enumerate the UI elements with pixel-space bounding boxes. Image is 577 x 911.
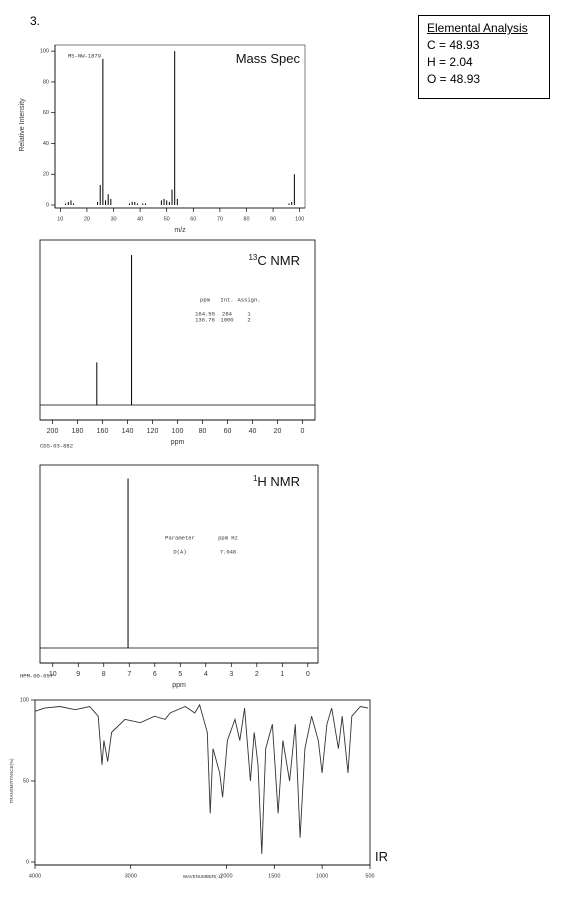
table-cell: 136.76 — [195, 316, 215, 323]
ea-title: Elemental Analysis — [427, 21, 528, 35]
chart-title: 1H NMR — [253, 474, 300, 489]
y-tick-label: 100 — [40, 49, 49, 55]
x-tick-label: 0 — [301, 428, 305, 435]
title-text: IR — [375, 849, 388, 864]
y-tick-label: 20 — [43, 172, 49, 178]
x-tick-label: 4 — [204, 671, 208, 678]
table-cell: 2 — [247, 316, 250, 323]
title-sup: 13 — [248, 253, 257, 262]
y-tick-label: 0 — [26, 859, 29, 865]
table-cell: 284 — [222, 310, 233, 317]
spectrum-code: CDS-03-882 — [40, 442, 73, 449]
x-tick-label: 40 — [137, 216, 143, 222]
x-tick-label: 3000 — [125, 873, 137, 879]
x-tick-label: 80 — [243, 216, 249, 222]
table-cell: 1 — [247, 310, 251, 317]
x-axis-label: WAVENUMBER(-1) — [183, 874, 223, 879]
problem-number: 3. — [30, 14, 41, 28]
x-axis-label: m/z — [174, 227, 186, 234]
x-tick-label: 30 — [110, 216, 116, 222]
x-tick-label: 9 — [76, 671, 80, 678]
table-cell: 1000 — [220, 316, 233, 323]
ea-line: C = 48.93 — [427, 38, 480, 52]
x-tick-label: 90 — [270, 216, 276, 222]
x-axis-label: ppm — [172, 682, 186, 689]
x-tick-label: 140 — [122, 428, 134, 435]
x-tick-label: 100 — [172, 428, 184, 435]
spectrum-code: HPM-00-057 — [20, 672, 53, 679]
x-tick-label: 20 — [274, 428, 282, 435]
title-text: C NMR — [257, 253, 300, 268]
x-tick-label: 5 — [178, 671, 182, 678]
ea-line: H = 2.04 — [427, 55, 473, 69]
x-tick-label: 70 — [217, 216, 223, 222]
y-axis-label: Relative Intensity — [19, 98, 26, 152]
table-header: Parameter — [165, 534, 195, 541]
plot-frame — [39, 464, 319, 664]
x-tick-label: 1000 — [316, 873, 328, 879]
table-cell: D(A) — [173, 548, 186, 555]
x-tick-label: 200 — [47, 428, 59, 435]
y-tick-label: 100 — [20, 697, 29, 703]
x-tick-label: 8 — [102, 671, 106, 678]
title-sup: 1 — [253, 474, 258, 483]
y-tick-label: 50 — [23, 778, 29, 784]
x-tick-label: 0 — [306, 671, 310, 678]
x-tick-label: 80 — [199, 428, 207, 435]
plot-frame — [54, 44, 306, 209]
x-tick-label: 2 — [255, 671, 259, 678]
y-tick-label: 80 — [43, 79, 49, 85]
x-tick-label: 40 — [249, 428, 257, 435]
x-tick-label: 100 — [295, 216, 304, 222]
x-tick-label: 60 — [190, 216, 196, 222]
x-tick-label: 160 — [97, 428, 109, 435]
y-tick-label: 0 — [46, 202, 49, 208]
x-tick-label: 3 — [229, 671, 233, 678]
y-tick-label: 60 — [43, 110, 49, 116]
x-tick-label: 1 — [280, 671, 284, 678]
ea-line: O = 48.93 — [427, 72, 481, 86]
y-tick-label: 40 — [43, 141, 49, 147]
table-header: Assign. — [237, 296, 260, 303]
x-tick-label: 20 — [84, 216, 90, 222]
y-axis-label: TRANSMITTANCE(%) — [9, 758, 14, 803]
x-tick-label: 500 — [365, 873, 374, 879]
table-header: ppm — [200, 296, 211, 303]
x-tick-label: 60 — [224, 428, 232, 435]
x-tick-label: 50 — [164, 216, 170, 222]
x-tick-label: 2000 — [220, 873, 232, 879]
title-text: Mass Spec — [236, 51, 301, 66]
plot-frame — [34, 699, 371, 866]
x-tick-label: 7 — [127, 671, 131, 678]
x-tick-label: 10 — [57, 216, 63, 222]
chart-title: IR — [375, 849, 388, 864]
ir-trace — [34, 703, 369, 854]
chart-title: Mass Spec — [236, 51, 301, 66]
x-tick-label: 180 — [72, 428, 84, 435]
elemental-analysis: Elemental Analysis C = 48.93 H = 2.04 O … — [418, 15, 550, 99]
x-tick-label: 6 — [153, 671, 157, 678]
x-tick-label: 10 — [49, 671, 57, 678]
x-tick-label: 4000 — [29, 873, 41, 879]
table-cell: 164.55 — [195, 310, 215, 317]
table-header: ppm Hz — [218, 534, 238, 541]
chart-title: 13C NMR — [248, 253, 300, 268]
spectrum-code: MS-NW-1879 — [68, 52, 101, 59]
x-tick-label: 120 — [147, 428, 159, 435]
table-header: Int. — [220, 296, 233, 303]
title-text: H NMR — [257, 474, 300, 489]
x-tick-label: 1500 — [268, 873, 280, 879]
table-cell: 7.048 — [220, 548, 237, 555]
x-axis-label: ppm — [171, 439, 185, 446]
